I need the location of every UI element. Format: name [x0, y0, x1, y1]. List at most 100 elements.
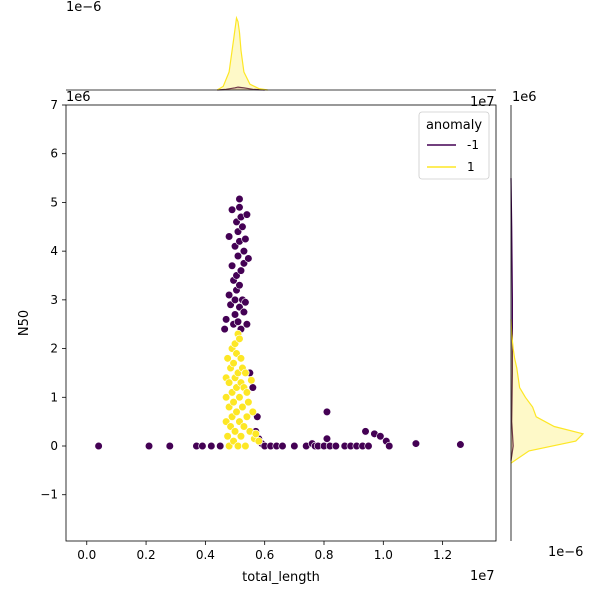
x-tick-label: 0.4	[196, 548, 215, 562]
data-point	[94, 441, 103, 451]
data-point	[247, 376, 256, 385]
data-point	[239, 422, 249, 431]
right-density-line	[510, 319, 585, 464]
data-point	[235, 393, 244, 402]
main-scatter-plot: 0.0 0.2 0.4 0.6 0.8 1.0 1.2 −1 0 1 2 3 4 5 6 7 total_l…	[17, 90, 537, 585]
data-point	[229, 359, 238, 368]
data-point	[322, 434, 332, 443]
y-tick-label: 6	[50, 147, 58, 161]
top-density-fill	[217, 18, 268, 90]
data-point	[361, 427, 370, 436]
data-point	[216, 441, 225, 451]
right-density-curves	[510, 178, 585, 464]
data-point	[238, 222, 247, 231]
y-tick-label: 3	[50, 293, 58, 307]
right-density-fill	[511, 319, 583, 464]
data-point	[198, 441, 207, 451]
right-marginal-offset-label: 1e−6	[548, 545, 583, 560]
data-point	[242, 388, 251, 397]
y-tick-label: 2	[50, 342, 58, 356]
data-point	[364, 441, 373, 451]
y-axis-offset-label-overlap: 1e6	[66, 90, 91, 105]
data-point	[236, 266, 246, 275]
data-point	[254, 437, 263, 446]
legend-entries: -1 1	[427, 138, 479, 174]
data-point	[225, 232, 234, 241]
data-point	[235, 281, 244, 290]
data-point	[229, 398, 238, 407]
x-tick-label: 1.0	[374, 548, 393, 562]
data-point	[223, 354, 232, 363]
x-axis-ticks: 0.0 0.2 0.4 0.6 0.8 1.0 1.2	[77, 541, 452, 562]
y-axis-ticks: −1 0 1 2 3 4 5 6 7	[40, 98, 66, 502]
x-tick-label: 0.2	[137, 548, 156, 562]
data-point	[241, 298, 250, 307]
x-axis-label: total_length	[242, 570, 320, 585]
data-point	[222, 315, 231, 324]
x-tick-label: 0.6	[255, 548, 274, 562]
x-axis-offset-label-overlap: 1e7	[470, 95, 495, 110]
x-tick-label: 1.2	[433, 548, 452, 562]
data-point	[411, 439, 421, 448]
data-point	[230, 427, 240, 436]
data-point	[233, 251, 243, 261]
data-point	[235, 194, 244, 204]
data-point	[251, 429, 260, 438]
data-point	[322, 407, 332, 417]
y-tick-label: 0	[50, 439, 58, 453]
legend: anomaly -1 1	[418, 111, 490, 180]
x-axis-offset-label: 1e7	[470, 569, 495, 584]
data-point	[235, 334, 244, 343]
y-tick-label: 7	[50, 98, 58, 112]
data-point	[222, 393, 231, 402]
data-point	[376, 432, 385, 441]
data-point	[239, 307, 249, 317]
top-marginal-plot: 1e−6	[66, 0, 496, 91]
data-point	[225, 290, 234, 300]
data-point	[241, 368, 250, 378]
x-tick-label: 0.0	[77, 548, 96, 562]
data-point	[278, 441, 287, 451]
y-tick-label: 4	[50, 244, 58, 258]
top-marginal-offset-label: 1e−6	[66, 0, 101, 15]
data-point	[290, 441, 299, 451]
data-point	[236, 354, 246, 363]
plot-frame	[65, 104, 497, 542]
data-point	[144, 441, 154, 451]
legend-title: anomaly	[426, 118, 482, 133]
data-point	[227, 261, 237, 270]
data-point	[242, 210, 251, 219]
data-point	[248, 407, 257, 417]
data-point	[238, 402, 247, 412]
top-density-line	[216, 15, 268, 91]
data-point	[233, 317, 243, 326]
y-axis-label: N50	[17, 310, 32, 336]
data-point	[227, 205, 237, 214]
data-point	[233, 441, 243, 451]
data-point	[241, 441, 250, 451]
data-point	[232, 407, 241, 417]
y-tick-label: 5	[50, 195, 58, 209]
data-point	[241, 234, 250, 244]
right-marginal-plot: 1e−6	[510, 105, 585, 560]
data-point	[456, 440, 465, 449]
data-point	[235, 203, 244, 212]
data-point	[223, 432, 232, 441]
scatter-points	[94, 194, 465, 451]
y-axis-offset-label: 1e6	[512, 90, 537, 105]
top-density-line	[217, 86, 265, 91]
data-point	[165, 441, 174, 451]
data-point	[207, 441, 216, 451]
data-point	[239, 247, 249, 256]
data-point	[230, 310, 240, 319]
data-point	[385, 441, 394, 451]
y-tick-label: 1	[50, 390, 58, 404]
data-point	[244, 398, 253, 407]
data-point	[225, 378, 234, 387]
data-point	[230, 295, 240, 304]
right-density-line	[510, 178, 514, 461]
data-point	[220, 324, 229, 334]
data-point	[242, 320, 251, 329]
legend-label: -1	[467, 138, 479, 152]
